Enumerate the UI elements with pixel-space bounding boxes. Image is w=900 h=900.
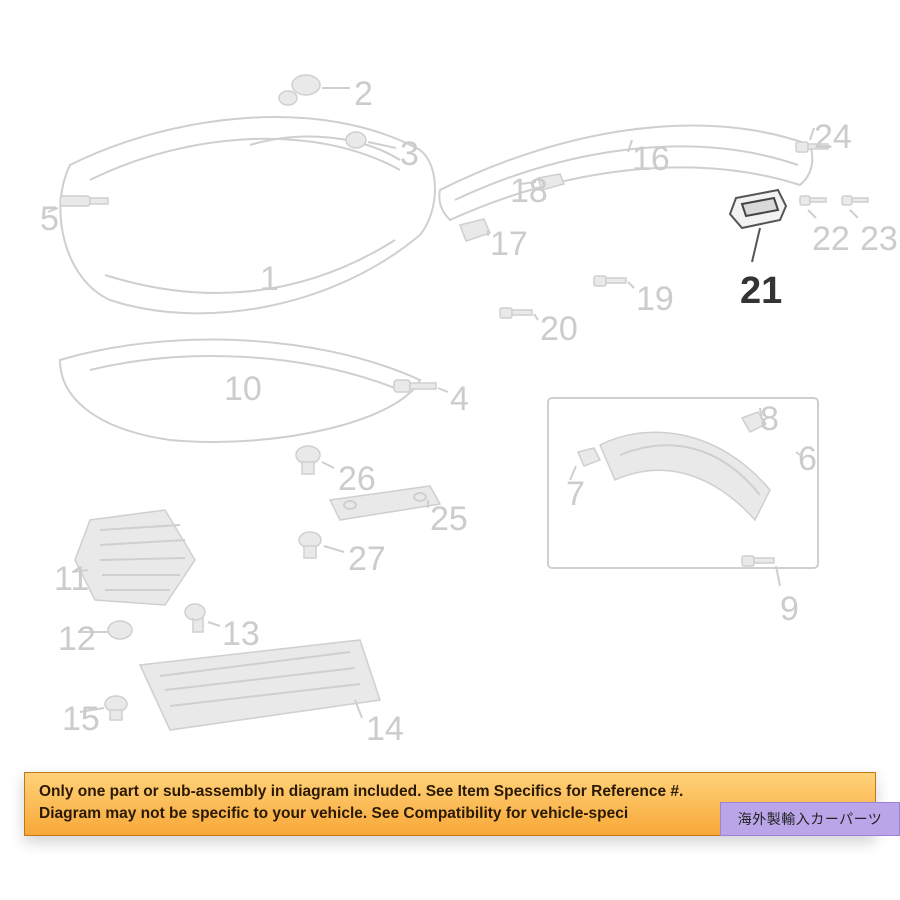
- parts-diagram: 1234567891011121314151617181920212223242…: [0, 0, 900, 900]
- part-ref-2: 2: [354, 75, 373, 114]
- part-ref-9: 9: [780, 590, 799, 629]
- part-ref-20: 20: [540, 310, 578, 349]
- part-ref-10: 10: [224, 370, 262, 409]
- part-ref-13: 13: [222, 615, 260, 654]
- part-ref-19: 19: [636, 280, 674, 319]
- part-ref-1: 1: [260, 260, 279, 299]
- part-ref-6: 6: [798, 440, 817, 479]
- part-ref-26: 26: [338, 460, 376, 499]
- part-ref-5: 5: [40, 200, 59, 239]
- diagram-svg: [0, 0, 900, 900]
- part-ref-4: 4: [450, 380, 469, 419]
- part-ref-7: 7: [566, 475, 585, 514]
- info-line-1: Only one part or sub-assembly in diagram…: [39, 781, 861, 803]
- part-ref-3: 3: [400, 135, 419, 174]
- part-ref-21: 21: [740, 270, 782, 313]
- part-ref-14: 14: [366, 710, 404, 749]
- overlay-text: 海外製輸入カーパーツ: [738, 809, 883, 829]
- part-ref-15: 15: [62, 700, 100, 739]
- part-ref-11: 11: [54, 560, 89, 599]
- part-ref-18: 18: [510, 172, 548, 211]
- highlighted-part: [730, 190, 786, 262]
- part-ref-16: 16: [632, 140, 670, 179]
- part-ref-23: 23: [860, 220, 898, 259]
- part-ref-25: 25: [430, 500, 468, 539]
- part-ref-27: 27: [348, 540, 386, 579]
- part-ref-22: 22: [812, 220, 850, 259]
- part-ref-12: 12: [58, 620, 96, 659]
- overlay-badge: 海外製輸入カーパーツ: [720, 802, 900, 836]
- part-ref-8: 8: [760, 400, 779, 439]
- part-ref-17: 17: [490, 225, 528, 264]
- part-ref-24: 24: [814, 118, 852, 157]
